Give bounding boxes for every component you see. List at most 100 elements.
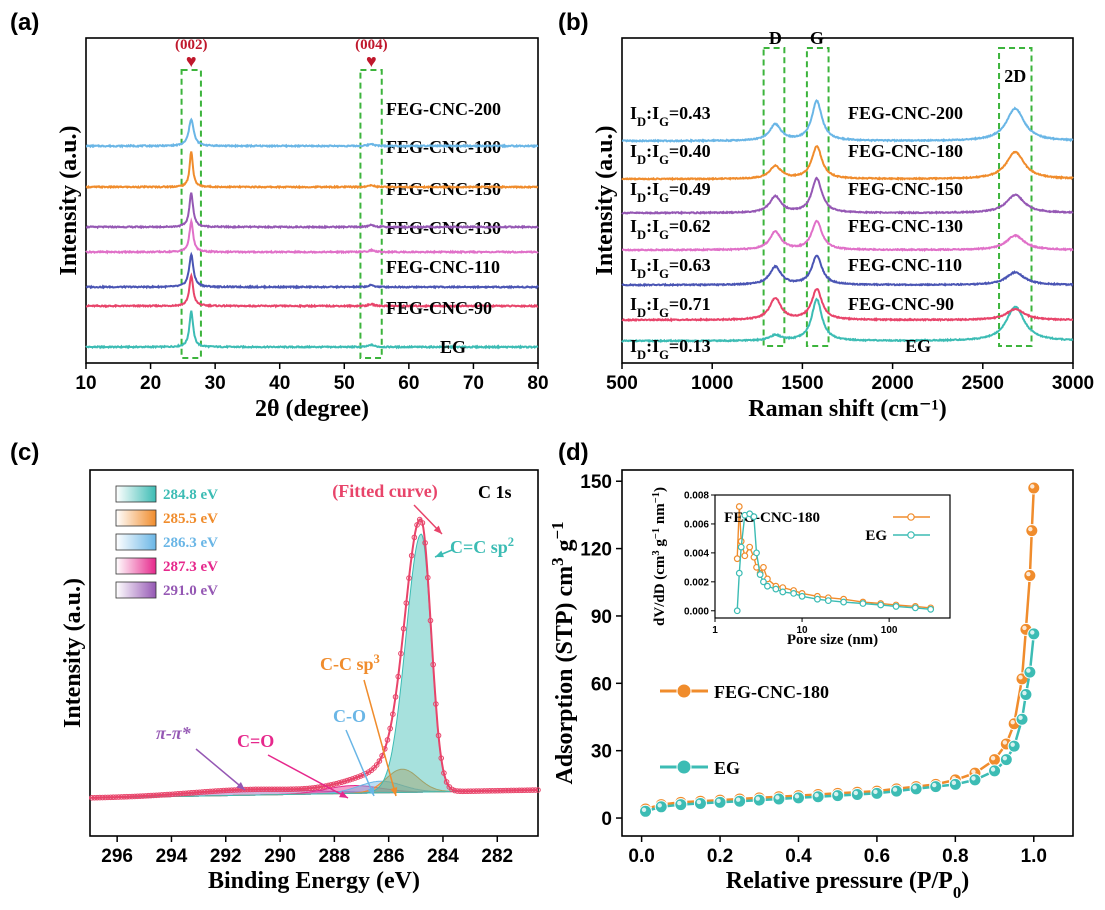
panel-c-data-point [376,758,383,764]
panel-c-data-point [266,786,273,793]
panel-c-legend-swatch [115,485,157,503]
panel-b-series-label: FEG-CNC-130 [848,216,963,236]
panel-c-data-point [470,788,477,794]
panel-c-data-point [505,787,512,794]
panel-c-data-point [443,779,450,785]
panel-c-data-point [123,793,130,800]
panel-c-data-point [115,794,122,800]
panel-c-data-point [414,522,420,528]
panel-c-data-point [344,777,350,784]
panel-d-point-highlight [892,787,898,792]
panel-a-frame [85,37,539,364]
panel-d-xlabel: Relative pressure (P/P0) [726,868,969,902]
panel-d-inset-point [764,582,771,590]
panel-d-inset-xtick-label: 10 [797,625,809,636]
panel-b: 500 1000 1500 2000 2500 3000 (b) Raman shift (c… [558,9,1094,422]
panel-c-data-point [269,786,275,793]
panel-c-data-point [349,776,356,782]
panel-c-xtick-label: 294 [156,846,188,867]
panel-c-data-point [293,786,299,792]
panel-d-point-highlight [1018,675,1023,680]
panel-c-data-point [347,776,353,783]
panel-b-series-line [621,144,1074,182]
panel-d-ytick-label: 30 [591,742,612,763]
panel-c-data-point [196,789,203,796]
panel-c-data-point [279,786,286,793]
panel-d-inset-point [735,569,743,577]
panel-c-data-point [282,786,289,793]
panel-a-series-line [85,217,539,255]
panel-c-data-point [427,617,434,624]
panel-d-point-highlight [1028,526,1033,532]
panel-c-data-point [355,774,361,780]
panel-d-legend-marker [676,759,692,775]
panel-d-point-highlight [696,799,702,805]
panel-c-xtick-label: 288 [319,846,351,867]
panel-c-data-point [193,789,200,796]
panel-b-series-line [621,297,1074,344]
panel-c-data-point [304,785,310,792]
panel-d-point-highlight [932,782,937,788]
panel-c-data-point [478,788,485,794]
panel-d-point-highlight [1026,668,1031,673]
panel-c-data-point [454,788,461,794]
panel-c-data-point [277,786,283,793]
panel-c: 296 294 292 290 288 286 284 282 (c) C 1s Binding E… [10,439,541,894]
panel-c-data-point [322,783,329,789]
panel-c-data-point [287,786,294,793]
panel-d-inset-point [737,543,745,551]
panel-a-xtick-label: 60 [398,373,419,394]
panel-a-highlight-box [180,69,202,359]
panel-d-inset-point [840,598,848,606]
panel-b-xtick-label: 2000 [871,373,913,394]
panel-d-letter: (d) [558,439,589,466]
panel-d-legend-marker [676,683,692,699]
panel-d-ytick-label: 90 [591,607,612,628]
panel-a-xlabel: 2θ (degree) [255,396,369,422]
panel-c-data-point [172,791,178,797]
panel-d-point-highlight [990,755,996,761]
panel-c-data-point [164,791,170,798]
panel-c-data-point [140,793,146,799]
panel-d-inset-point [735,503,743,510]
panel-c-data-point [484,788,490,794]
panel-c-legend-swatch [115,557,157,575]
panel-c-data-point [169,791,176,798]
panel-c-pi-arrow [195,748,246,791]
panel-d-ytick-label: 0 [601,809,612,830]
panel-c-pi-arrow-head [236,781,245,790]
panel-d-point-highlight [755,796,760,801]
panel-d-inset-legend-marker [907,531,915,539]
panel-c-legend-label: 291.0 eV [163,583,218,599]
panel-b-series-line [621,219,1074,253]
panel-c-legend-swatch [115,509,157,527]
panel-c-data-point [500,787,506,794]
panel-c-data-point [529,787,536,793]
panel-c-csp3-arrow-head [390,787,398,796]
panel-b-series-label: FEG-CNC-110 [848,255,962,275]
panel-c-data-point [535,787,541,793]
panel-c-data-point [476,788,482,794]
panel-d-inset-point [760,578,767,586]
panel-d-inset-point [733,555,741,563]
panel-b-ratio-label: ID:IG=0.49 [630,179,711,205]
panel-c-component-fill [90,533,538,799]
panel-c-data-point [148,792,154,799]
panel-c-data-point [516,787,522,794]
panel-c-data-point [242,786,248,793]
panel-c-data-point [406,575,412,581]
panel-c-data-point [519,787,525,794]
panel-c-data-point [309,785,316,791]
panel-b-series-label: FEG-CNC-150 [848,179,963,199]
panel-b-frame [621,37,1074,364]
panel-c-data-point [215,788,221,794]
panel-c-data-point [306,785,313,792]
panel-a-series-line [85,251,539,290]
panel-c-legend-label: 284.8 eV [163,487,218,503]
panel-a-ylabel: Intensity (a.u.) [56,125,82,275]
panel-c-data-point [392,694,399,700]
panel-d-ytick-label: 60 [591,674,612,695]
panel-a-peak-label: (004) [355,37,388,53]
panel-d-point-highlight [1002,740,1008,745]
